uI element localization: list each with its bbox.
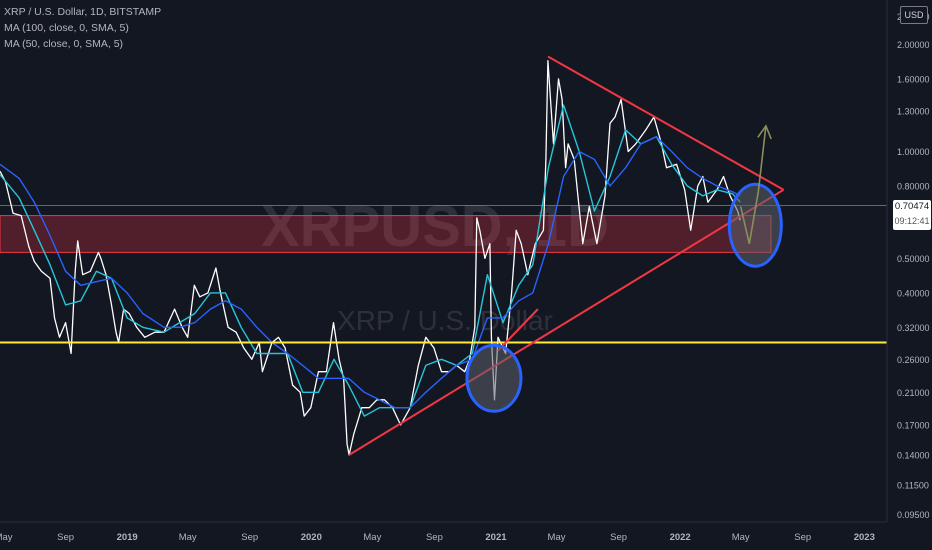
x-tick-label: May <box>179 532 197 543</box>
y-tick-label: 0.50000 <box>897 254 930 264</box>
currency-badge[interactable]: USD <box>900 6 928 24</box>
y-tick-label: 0.09500 <box>897 510 930 520</box>
x-tick-label: May <box>548 532 566 543</box>
ma100-legend[interactable]: MA (100, close, 0, SMA, 5) <box>4 22 129 34</box>
y-tick-label: 0.11500 <box>897 481 929 491</box>
symbol-title: XRP / U.S. Dollar, 1D, BITSTAMP <box>4 6 162 18</box>
x-tick-label: 2020 <box>301 532 322 543</box>
last-price-tag: 0.70474 09:12:41 <box>893 200 931 230</box>
circle-2020-breakout <box>465 343 523 413</box>
ma50-line <box>0 104 741 417</box>
y-tick-label: 2.00000 <box>897 40 930 50</box>
series-layer <box>0 60 741 456</box>
projection-arrowhead <box>757 124 772 140</box>
axes-layer <box>0 0 888 523</box>
y-tick-label: 1.60000 <box>897 74 930 84</box>
y-tick-label: 0.80000 <box>897 181 930 191</box>
y-axis[interactable]: 2.400002.000001.600001.300001.000000.800… <box>897 12 930 520</box>
y-tick-label: 0.14000 <box>897 450 930 460</box>
upper-trendline <box>547 55 785 191</box>
y-tick-label: 1.00000 <box>897 147 930 157</box>
x-tick-label: 2021 <box>485 532 507 543</box>
watermark-name: XRP / U.S. Dollar <box>337 305 553 336</box>
x-axis[interactable]: May Sep 2019 May Sep 2020 May Sep 2021 May Sep 2022… <box>0 532 875 543</box>
x-tick-label: Sep <box>794 532 811 543</box>
x-tick-label: Sep <box>426 532 443 543</box>
chart-legend: XRP / U.S. Dollar, 1D, BITSTAMP MA (100,… <box>4 4 161 52</box>
x-tick-label: May <box>0 532 13 543</box>
ma100-line <box>0 135 741 409</box>
y-tick-label: 0.17000 <box>897 420 930 430</box>
watermark-ticker: XRPUSD, 1D <box>261 194 609 259</box>
last-price-value: 0.70474 <box>894 201 930 212</box>
x-tick-label: May <box>363 532 381 543</box>
y-tick-label: 0.40000 <box>897 288 930 298</box>
x-tick-label: 2019 <box>117 532 138 543</box>
drawings-layer[interactable] <box>0 55 887 456</box>
projection-path <box>739 125 767 244</box>
support-zone <box>0 215 772 253</box>
watermark: XRPUSD, 1D XRP / U.S. Dollar <box>261 194 609 336</box>
x-tick-label: Sep <box>610 532 627 543</box>
x-tick-label: Sep <box>241 532 258 543</box>
price-series-line <box>0 60 741 456</box>
bar-countdown: 09:12:41 <box>894 216 930 226</box>
lower-trend-extension <box>497 308 539 352</box>
y-tick-label: 0.26000 <box>897 355 930 365</box>
y-tick-label: 0.21000 <box>897 388 930 398</box>
x-tick-label: 2022 <box>670 532 691 543</box>
circle-2022-retest <box>727 182 783 268</box>
lower-trendline <box>348 188 785 456</box>
zones-layer <box>0 205 887 253</box>
x-tick-label: May <box>732 532 750 543</box>
ma50-legend[interactable]: MA (50, close, 0, SMA, 5) <box>4 38 124 50</box>
x-tick-label: Sep <box>57 532 74 543</box>
y-tick-label: 0.32000 <box>897 323 930 333</box>
x-tick-label: 2023 <box>854 532 875 543</box>
y-tick-label: 1.30000 <box>897 106 930 116</box>
